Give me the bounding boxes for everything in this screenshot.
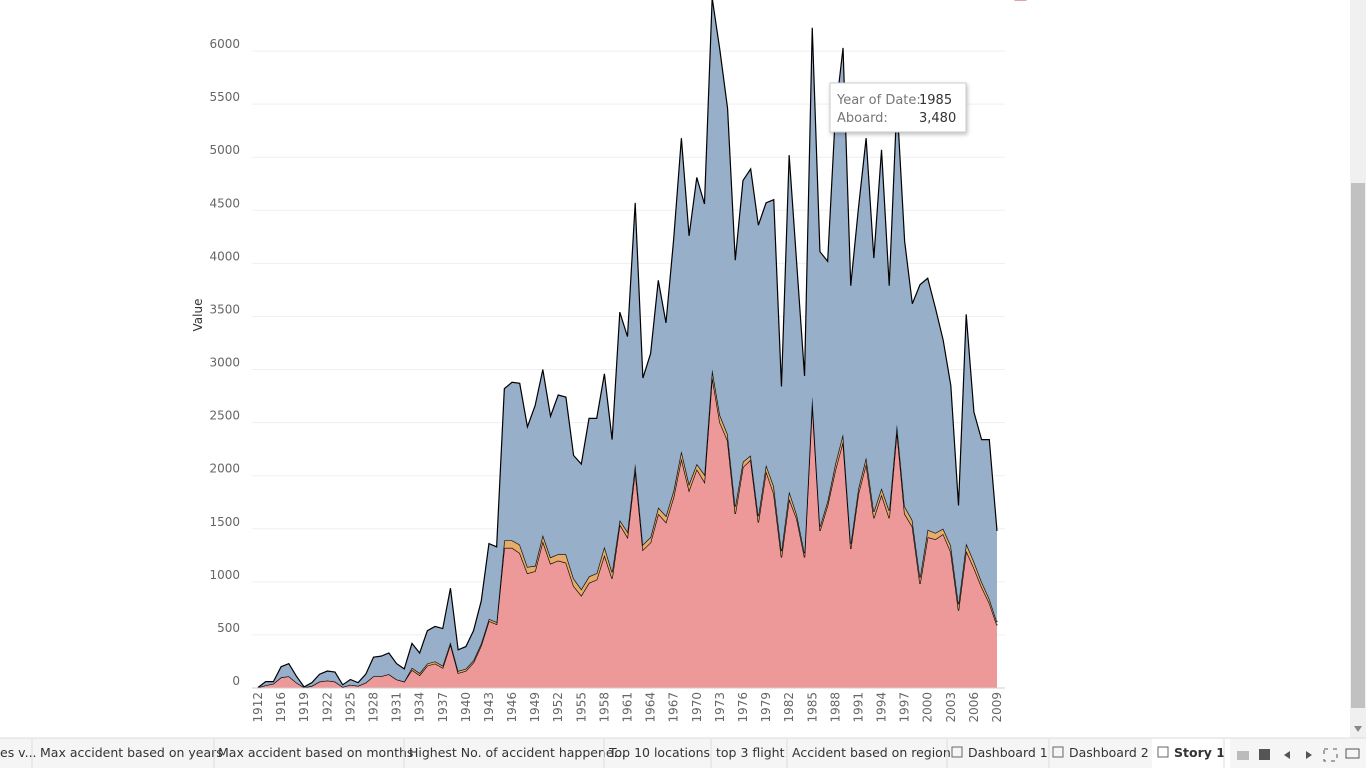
y-tick-label: 1000 bbox=[209, 568, 240, 582]
x-tick-label: 1958 bbox=[597, 692, 611, 723]
scrollbar[interactable] bbox=[1350, 0, 1366, 738]
tab-active bbox=[1152, 739, 1230, 768]
x-tick-label: 1940 bbox=[459, 692, 473, 723]
y-tick-label: 2500 bbox=[209, 409, 240, 423]
icon[interactable] bbox=[1306, 751, 1312, 759]
area-edge bbox=[257, 0, 998, 688]
y-tick-label: 2000 bbox=[209, 462, 240, 476]
tooltip-label: Year of Date: bbox=[836, 93, 921, 108]
y-tick-label: 0 bbox=[232, 674, 240, 688]
y-tick-label: 3000 bbox=[209, 356, 240, 370]
icon[interactable] bbox=[1259, 749, 1270, 760]
y-tick-label: 5500 bbox=[209, 90, 240, 104]
x-tick-label: 1925 bbox=[343, 692, 357, 723]
x-tick-label: 1952 bbox=[551, 692, 565, 723]
tab-icon bbox=[951, 746, 963, 758]
x-tick-label: 1979 bbox=[759, 692, 773, 723]
tab[interactable]: Max accident based on months bbox=[218, 745, 413, 760]
x-tick-label: 1991 bbox=[851, 692, 865, 723]
tab[interactable]: Top 10 locations bbox=[608, 745, 710, 760]
y-axis-title: Value bbox=[191, 299, 205, 332]
area-edge bbox=[257, 369, 998, 689]
x-tick-label: 1982 bbox=[782, 692, 796, 723]
x-tick-label: 1922 bbox=[320, 692, 334, 723]
tab[interactable]: Accident based on region bbox=[792, 745, 951, 760]
x-tick-label: 1937 bbox=[436, 692, 450, 723]
x-tick-label: 1928 bbox=[366, 692, 380, 723]
tab-bar-bg bbox=[0, 738, 1366, 768]
x-tick-label: 1976 bbox=[736, 692, 750, 723]
scroll-thumb[interactable] bbox=[1351, 183, 1365, 708]
y-tick-label: 4500 bbox=[209, 196, 240, 210]
tooltip: Year of Date: 1985 Aboard: 3,480 bbox=[829, 82, 967, 133]
legend-label: Aboard bbox=[1032, 0, 1075, 2]
tooltip-value: 3,480 bbox=[919, 111, 956, 126]
x-tick-label: 1955 bbox=[574, 692, 588, 723]
x-tick-label: 2000 bbox=[921, 692, 935, 723]
x-tick-label: 1967 bbox=[667, 692, 681, 723]
y-tick-label: 3500 bbox=[209, 302, 240, 316]
x-tick-label: 1919 bbox=[297, 692, 311, 723]
icon[interactable] bbox=[1323, 748, 1338, 762]
icon[interactable] bbox=[1284, 751, 1290, 759]
tab[interactable]: es v... bbox=[0, 745, 37, 760]
y-tick-label: 500 bbox=[217, 621, 240, 635]
x-tick-label: 1931 bbox=[390, 692, 404, 723]
chart: Value 0 500 1000 1500 2000 2500 3000 3500 4000 45… bbox=[191, 0, 1075, 723]
tab[interactable]: Story 1 bbox=[1174, 745, 1225, 760]
y-tick-label: 5000 bbox=[209, 143, 240, 157]
x-tick-label: 1997 bbox=[898, 692, 912, 723]
x-tick-label: 1946 bbox=[505, 692, 519, 723]
icon[interactable] bbox=[1345, 748, 1360, 759]
x-tick-label: 1964 bbox=[644, 692, 658, 723]
x-tick-label: 1934 bbox=[413, 692, 427, 723]
tab[interactable]: Highest No. of accident happene... bbox=[409, 745, 626, 760]
x-tick-label: 1916 bbox=[274, 692, 288, 723]
x-tick-label: 2003 bbox=[944, 692, 958, 723]
x-tick-label: 1973 bbox=[713, 692, 727, 723]
x-tick-label: 1949 bbox=[528, 692, 542, 723]
x-tick-label: 1943 bbox=[482, 692, 496, 723]
tab[interactable]: top 3 flight bbox=[716, 745, 785, 760]
tab-icon bbox=[1052, 746, 1064, 758]
x-tick-label: 2009 bbox=[990, 692, 1004, 723]
x-tick-label: 1985 bbox=[805, 692, 819, 723]
nav-controls bbox=[1237, 748, 1360, 762]
scroll-arrow[interactable] bbox=[1354, 726, 1362, 732]
tab[interactable]: Dashboard 2 bbox=[1069, 745, 1149, 760]
x-tick-label: 2006 bbox=[967, 692, 981, 723]
tooltip-box bbox=[829, 82, 967, 133]
area bbox=[258, 376, 997, 688]
x-tick-label: 1994 bbox=[875, 692, 889, 723]
y-tick-label: 1500 bbox=[209, 515, 240, 529]
tab-icon bbox=[1157, 746, 1169, 758]
y-tick-label: 4000 bbox=[209, 249, 240, 263]
tooltip-label: Aboard: bbox=[837, 111, 888, 126]
tab[interactable]: Dashboard 1 bbox=[968, 745, 1048, 760]
x-tick-label: 1961 bbox=[621, 692, 635, 723]
y-tick-label: 6000 bbox=[209, 37, 240, 51]
x-tick-label: 1970 bbox=[690, 692, 704, 723]
x-tick-label: 1988 bbox=[828, 692, 842, 723]
tooltip-value: 1985 bbox=[919, 93, 952, 108]
x-tick-label: 1912 bbox=[251, 692, 265, 723]
area bbox=[258, 0, 997, 688]
tab[interactable]: Max accident based on years bbox=[40, 745, 223, 760]
icon[interactable] bbox=[1237, 751, 1249, 760]
